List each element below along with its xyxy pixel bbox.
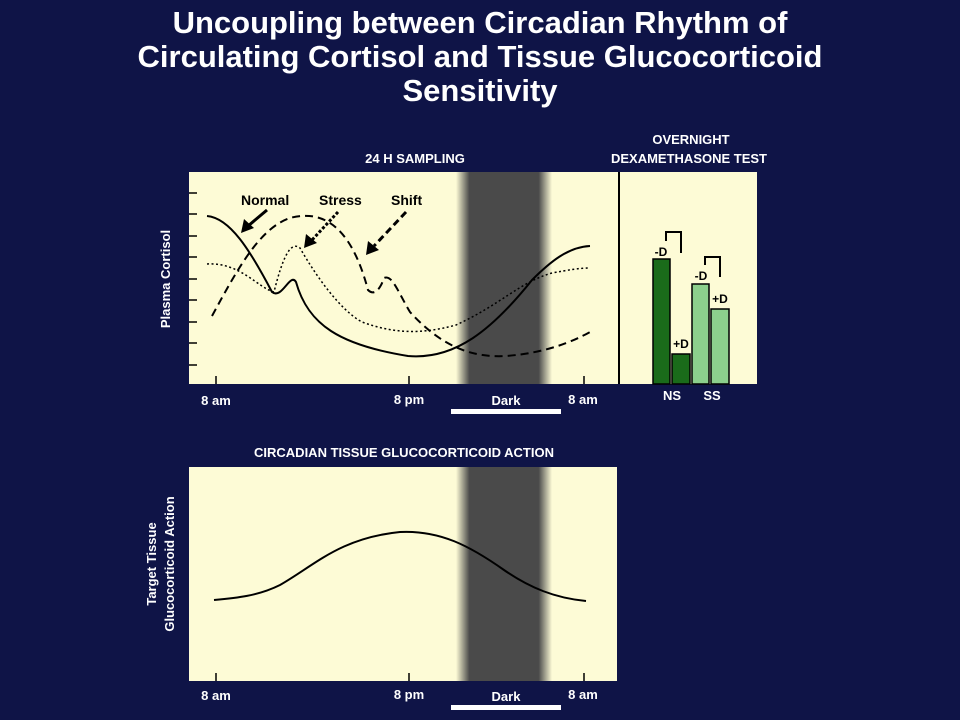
ns-plus-d-label: +D (673, 337, 689, 351)
top-x-tick-label-1: 8 am (201, 393, 231, 408)
dex-header-line-2: DEXAMETHASONE TEST (611, 151, 767, 166)
top-panel-header: 24 H SAMPLING (365, 151, 465, 166)
top-y-label: Plasma Cortisol (158, 230, 173, 328)
bar-ss-plus-d (710, 308, 730, 385)
bar-ns-plus-d (671, 353, 691, 385)
shift-arrow (366, 210, 408, 255)
bottom-plot-area (189, 467, 617, 681)
bottom-dark-band (456, 467, 552, 681)
bottom-y-label-line-1: Target Tissue (144, 522, 159, 605)
top-x-tick-label-3: 8 am (568, 392, 598, 407)
ss-group-label: SS (703, 388, 721, 403)
bottom-x-tick-label-2: 8 pm (394, 687, 424, 702)
ns-minus-d-label: -D (655, 245, 668, 259)
bottom-dark-bar (451, 705, 561, 710)
shift-curve (206, 245, 591, 333)
title-line-2: Circulating Cortisol and Tissue Glucocor… (137, 39, 823, 74)
stress-curve (211, 214, 591, 358)
normal-curve (206, 215, 591, 358)
stress-label: Stress (319, 192, 362, 208)
bottom-x-tick-label-1: 8 am (201, 688, 231, 703)
top-dark-band (456, 172, 552, 384)
top-x-tick-label-2: 8 pm (394, 392, 424, 407)
slide-title: Uncoupling between Circadian Rhythm of C… (0, 6, 960, 108)
ss-minus-d-label: -D (695, 269, 708, 283)
bottom-y-label-line-2: Glucocorticoid Action (162, 496, 177, 631)
ss-plus-d-label: +D (712, 292, 728, 306)
ns-group-label: NS (663, 388, 681, 403)
top-dark-label: Dark (492, 393, 522, 408)
top-dark-bar (451, 409, 561, 414)
bar-ss-minus-d (691, 283, 710, 385)
ss-bracket (704, 256, 721, 277)
bottom-panel-header: CIRCADIAN TISSUE GLUCOCORTICOID ACTION (254, 445, 554, 460)
ns-bracket (665, 231, 682, 253)
title-line-3: Sensitivity (402, 73, 558, 108)
bottom-x-tick-label-3: 8 am (568, 687, 598, 702)
shift-label: Shift (391, 192, 422, 208)
top-y-ticks (189, 192, 197, 366)
bottom-x-ticks (215, 673, 585, 681)
title-line-1: Uncoupling between Circadian Rhythm of (172, 5, 788, 40)
tissue-action-curve (213, 530, 587, 602)
stress-arrow (304, 210, 340, 248)
normal-label: Normal (241, 192, 289, 208)
top-x-ticks (215, 376, 585, 384)
dex-header-line-1: OVERNIGHT (652, 132, 729, 147)
bottom-dark-label: Dark (492, 689, 522, 704)
bar-ns-minus-d (652, 258, 671, 385)
normal-arrow (241, 208, 268, 233)
